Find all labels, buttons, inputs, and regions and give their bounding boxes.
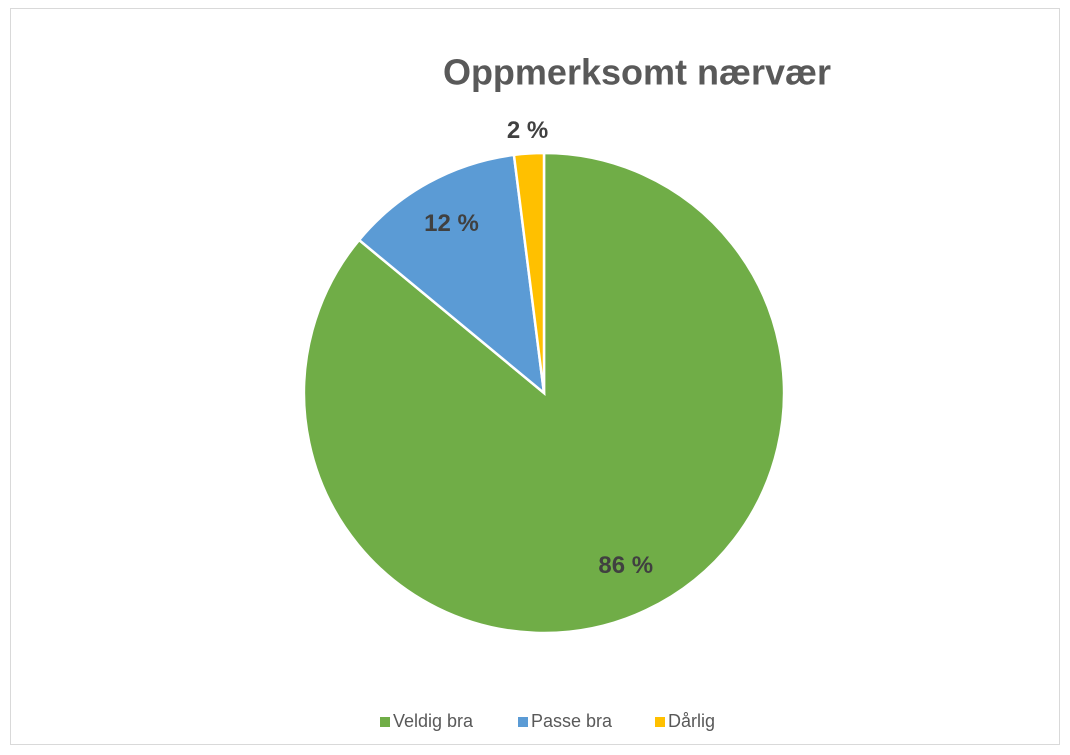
data-label: 86 % (598, 552, 653, 579)
legend-label: Veldig bra (393, 711, 474, 731)
legend-label: Passe bra (531, 711, 613, 731)
pie-slice (512, 151, 546, 394)
legend-swatch (655, 717, 665, 727)
chart-title: Oppmerksomt nærvær (443, 52, 831, 93)
legend-swatch (518, 717, 528, 727)
pie-slice (357, 153, 546, 396)
legend-label: Dårlig (668, 711, 715, 731)
data-label: 2 % (507, 117, 548, 144)
data-label: 12 % (424, 210, 479, 237)
legend-swatch (380, 717, 390, 727)
